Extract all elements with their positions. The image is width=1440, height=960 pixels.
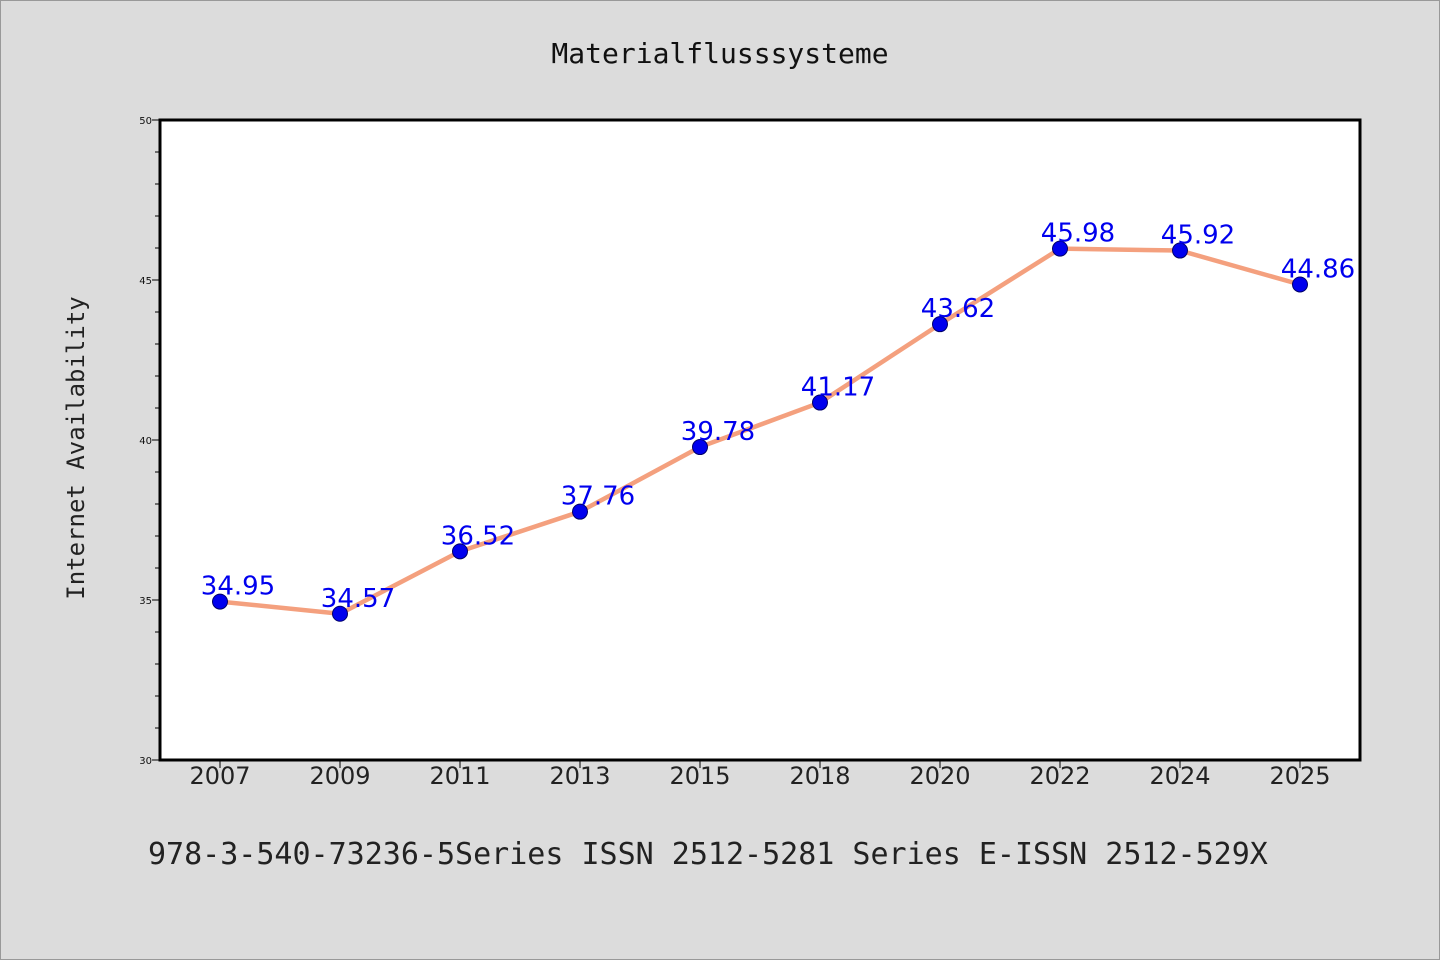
data-point xyxy=(1052,240,1068,257)
x-tick-label: 2022 xyxy=(1029,762,1090,790)
y-axis-ticks: 30 35 40 45 50 xyxy=(139,116,160,767)
data-label: 45.98 xyxy=(1041,219,1115,249)
data-point xyxy=(332,605,348,622)
data-label: 37.76 xyxy=(561,482,635,512)
y-tick-label: 30 xyxy=(139,756,152,767)
data-point xyxy=(1172,242,1188,259)
data-label: 44.86 xyxy=(1281,254,1355,284)
data-label: 34.95 xyxy=(201,572,275,602)
x-tick-label: 2007 xyxy=(189,762,250,790)
data-point xyxy=(1292,276,1308,293)
data-label: 34.57 xyxy=(321,584,395,614)
data-label: 39.78 xyxy=(681,417,755,447)
y-tick-label: 45 xyxy=(139,276,152,287)
plot-frame xyxy=(158,118,1362,762)
data-point xyxy=(212,593,228,610)
x-tick-label: 2024 xyxy=(1149,762,1210,790)
x-axis-ticks: 2007 2009 2011 2013 2015 2018 2020 2022 2024 2025 xyxy=(189,760,1331,790)
x-tick-label: 2009 xyxy=(309,762,370,790)
data-label: 43.62 xyxy=(921,294,995,324)
data-labels: 34.95 34.57 36.52 37.76 39.78 41.17 43.62 45.98… xyxy=(201,219,1355,614)
plot-area xyxy=(160,120,1360,760)
data-label: 45.92 xyxy=(1161,221,1235,251)
data-label: 41.17 xyxy=(801,373,875,403)
chart-title: Materialflusssysteme xyxy=(551,37,888,70)
y-tick-label: 40 xyxy=(139,436,152,447)
series-line xyxy=(217,246,1303,617)
data-point xyxy=(692,439,708,456)
y-tick-label: 35 xyxy=(139,596,152,607)
x-tick-label: 2015 xyxy=(669,762,730,790)
footer-text: 978-3-540-73236-5Series ISSN 2512-5281 S… xyxy=(148,837,1268,872)
x-tick-label: 2018 xyxy=(789,762,850,790)
x-tick-label: 2020 xyxy=(909,762,970,790)
data-label: 36.52 xyxy=(441,521,515,551)
x-tick-label: 2011 xyxy=(429,762,490,790)
data-point xyxy=(572,503,588,520)
data-markers xyxy=(212,240,1308,622)
data-point xyxy=(932,316,948,333)
x-tick-label: 2013 xyxy=(549,762,610,790)
y-axis-label: Internet Availability xyxy=(62,296,90,599)
y-tick-label: 50 xyxy=(139,116,152,127)
data-point xyxy=(812,394,828,411)
x-tick-label: 2025 xyxy=(1269,762,1330,790)
data-point xyxy=(452,543,468,560)
